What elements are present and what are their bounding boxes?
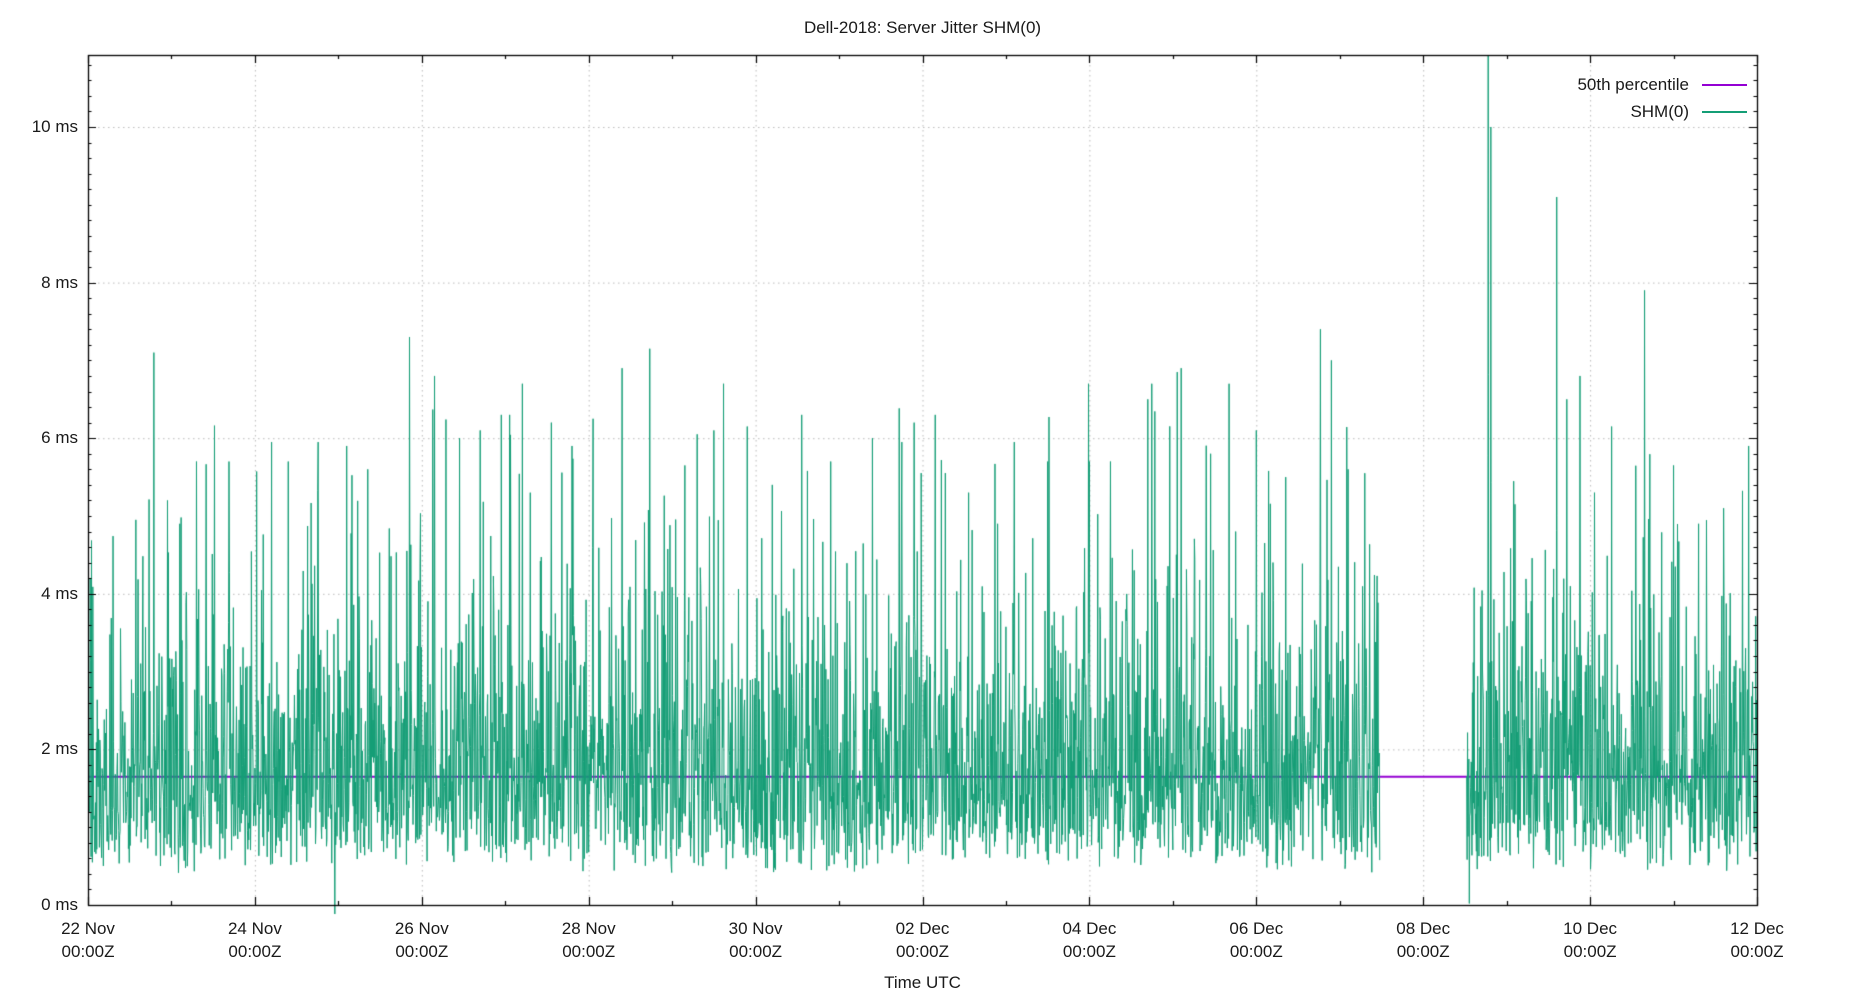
x-tick-time: 00:00Z	[61, 942, 115, 961]
legend-label-shm0: SHM(0)	[1630, 101, 1689, 121]
x-tick-date: 06 Dec	[1229, 919, 1284, 938]
x-tick-time: 00:00Z	[228, 942, 282, 961]
x-tick-time: 00:00Z	[1062, 942, 1116, 961]
x-tick-label: 28 Nov 00:00Z	[562, 917, 616, 963]
x-tick-label: 06 Dec 00:00Z	[1229, 917, 1283, 963]
legend-line-sample-50th-percentile	[1702, 83, 1747, 86]
x-tick-time: 00:00Z	[1396, 942, 1450, 961]
legend: 50th percentile SHM(0)	[1577, 71, 1747, 125]
x-tick-label: 22 Nov 00:00Z	[61, 917, 115, 963]
x-tick-time: 00:00Z	[729, 942, 783, 961]
x-tick-time: 00:00Z	[1730, 942, 1784, 961]
x-tick-date: 02 Dec	[895, 919, 950, 938]
x-tick-time: 00:00Z	[1563, 942, 1617, 961]
x-tick-label: 30 Nov 00:00Z	[729, 917, 783, 963]
x-tick-time: 00:00Z	[562, 942, 616, 961]
y-tick-label: 4 ms	[41, 583, 78, 603]
x-tick-time: 00:00Z	[395, 942, 449, 961]
x-tick-date: 26 Nov	[394, 919, 449, 938]
x-tick-time: 00:00Z	[896, 942, 949, 961]
x-tick-date: 30 Nov	[728, 919, 783, 938]
y-tick-label: 6 ms	[41, 428, 78, 448]
x-tick-label: 12 Dec 00:00Z	[1730, 917, 1784, 963]
y-tick-label: 10 ms	[31, 117, 78, 136]
y-tick-label: 8 ms	[41, 272, 78, 292]
x-tick-label: 02 Dec 00:00Z	[896, 917, 950, 963]
x-tick-date: 12 Dec	[1730, 919, 1784, 938]
x-tick-label: 26 Nov 00:00Z	[395, 917, 449, 963]
x-tick-date: 04 Dec	[1062, 919, 1117, 938]
x-tick-label: 24 Nov 00:00Z	[228, 917, 282, 963]
legend-label-50th-percentile: 50th percentile	[1577, 74, 1689, 94]
x-axis-title: Time UTC	[884, 973, 961, 992]
legend-row-50th-percentile: 50th percentile	[1577, 71, 1747, 98]
y-tick-label: 2 ms	[41, 739, 78, 759]
x-tick-date: 24 Nov	[227, 919, 282, 938]
legend-row-shm0: SHM(0)	[1577, 98, 1747, 125]
x-tick-label: 04 Dec 00:00Z	[1062, 917, 1116, 963]
x-tick-time: 00:00Z	[1229, 942, 1283, 961]
x-tick-label: 08 Dec 00:00Z	[1396, 917, 1450, 963]
x-tick-label: 10 Dec 00:00Z	[1563, 917, 1617, 963]
x-tick-date: 08 Dec	[1396, 919, 1451, 938]
x-tick-date: 22 Nov	[61, 919, 115, 938]
chart-title: Dell-2018: Server Jitter SHM(0)	[803, 18, 1042, 37]
x-tick-date: 28 Nov	[561, 919, 616, 938]
x-tick-date: 10 Dec	[1563, 919, 1618, 938]
legend-line-sample-shm0	[1702, 110, 1747, 113]
y-tick-label: 0 ms	[41, 895, 78, 914]
